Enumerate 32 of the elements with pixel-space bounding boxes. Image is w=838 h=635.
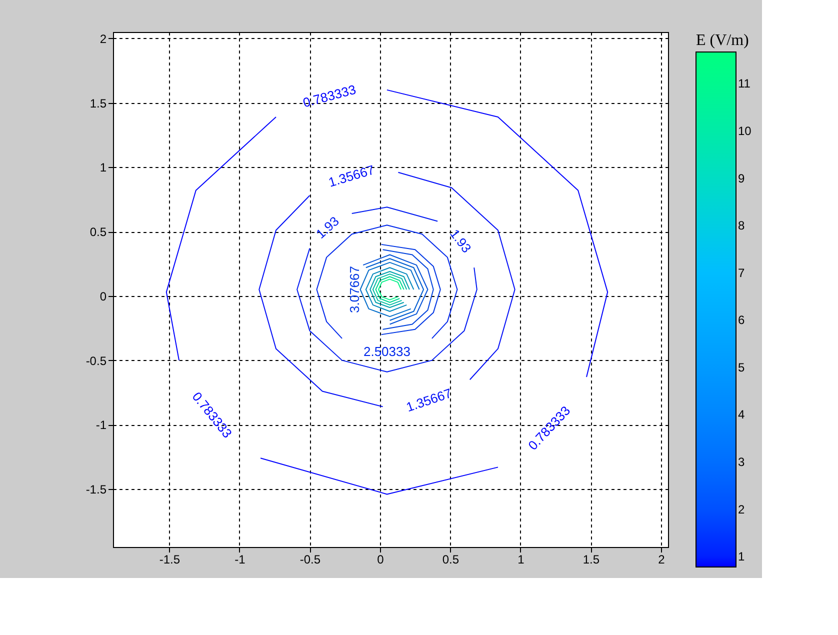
x-tick-label: 1.5: [582, 552, 600, 566]
y-tick-label: 2: [100, 32, 107, 46]
color-bar-label: 6: [738, 313, 745, 328]
text: 1.35667: [326, 162, 376, 190]
y-tick-label: 0.5: [90, 225, 107, 240]
x-tick-label: 1: [518, 552, 525, 566]
text: 0.783333: [301, 82, 358, 110]
x-tick-label: -0.5: [300, 552, 321, 566]
x-tick-label: -1.5: [159, 552, 180, 566]
text: 1.93: [313, 213, 342, 242]
y-tick-label: 1: [100, 160, 107, 175]
color-bar-label: 8: [738, 218, 745, 233]
x-tick-label: 2: [658, 552, 666, 566]
y-tick-label: -1.5: [86, 482, 107, 497]
y-tick-label: -1: [96, 418, 107, 432]
color-bar-label: 2: [738, 502, 745, 516]
series-label: 2.50333: [363, 344, 410, 359]
color-bar-label: 9: [738, 171, 745, 186]
color-bar-label: 7: [738, 266, 745, 280]
text: 3.07667: [347, 266, 362, 313]
color-bar-label: 4: [738, 408, 745, 422]
x-tick-label: 0: [377, 552, 384, 566]
x-tick-label: -1: [234, 552, 246, 566]
color-bar-label: 11: [738, 76, 751, 91]
y-tick-label: 0: [100, 289, 107, 304]
color-bar-label: 3: [738, 455, 745, 470]
color-bar-label: 5: [738, 360, 745, 374]
y-tick-label: -0.5: [86, 354, 107, 368]
y-tick-label: 1.5: [90, 96, 107, 110]
color-bar-label: 10: [738, 124, 752, 138]
x-tick-label: 0.5: [442, 552, 460, 566]
color-bar-title: E (V/m): [696, 32, 749, 49]
